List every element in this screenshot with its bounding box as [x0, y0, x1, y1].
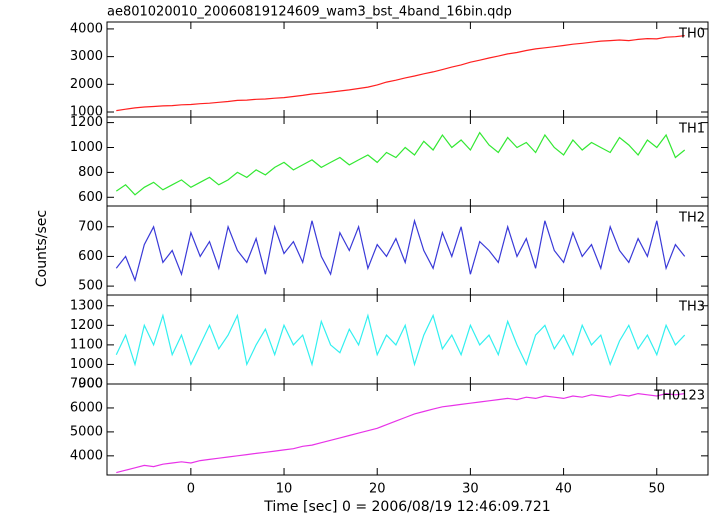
data-line	[116, 35, 685, 112]
chart-title: ae801020010_20060819124609_wam3_bst_4ban…	[107, 5, 512, 20]
x-tick-label: 0	[187, 482, 195, 497]
y-tick-label: 500	[78, 279, 103, 294]
y-tick-label: 4000	[70, 448, 103, 463]
series-label: TH0123	[653, 389, 705, 404]
y-tick-label: 1000	[70, 105, 103, 120]
series-label: TH1	[678, 122, 705, 137]
panel-frame	[106, 21, 709, 118]
data-line	[115, 313, 686, 367]
y-tick-label: 600	[78, 190, 103, 205]
y-tick-label: 1300	[70, 298, 103, 313]
y-tick-label: 1200	[70, 115, 103, 130]
x-axis-label: Time [sec] 0 = 2006/08/19 12:46:09.721	[263, 499, 550, 515]
x-tick-label: 40	[555, 482, 572, 497]
x-tick-label: 30	[462, 482, 479, 497]
y-axis-label: Counts/sec	[34, 210, 50, 287]
panel-frame	[106, 294, 709, 385]
y-tick-label: 900	[78, 377, 103, 392]
y-tick-label: 1000	[70, 357, 103, 372]
y-tick-label: 2000	[70, 77, 103, 92]
y-tick-label: 800	[78, 165, 103, 180]
series-label: TH3	[678, 300, 705, 315]
series-label: TH2	[678, 211, 705, 226]
data-line	[115, 218, 686, 283]
y-tick-label: 1200	[70, 318, 103, 333]
y-tick-label: 700	[78, 219, 103, 234]
y-tick-label: 1000	[70, 140, 103, 155]
x-tick-label: 10	[276, 482, 293, 497]
data-line	[115, 131, 686, 196]
x-tick-label: 20	[369, 482, 386, 497]
y-tick-label: 3000	[70, 49, 103, 64]
x-tick-label: 50	[648, 482, 665, 497]
panel-frame	[106, 116, 709, 207]
series-label: TH0	[678, 27, 705, 42]
y-tick-label: 600	[78, 249, 103, 264]
y-tick-label: 5000	[70, 424, 103, 439]
y-tick-label: 6000	[70, 400, 103, 415]
y-tick-label: 1100	[70, 337, 103, 352]
data-line	[116, 392, 685, 474]
y-tick-label: 4000	[70, 21, 103, 36]
y-tick-label: 7000	[70, 377, 103, 392]
panel-frame	[106, 383, 709, 476]
